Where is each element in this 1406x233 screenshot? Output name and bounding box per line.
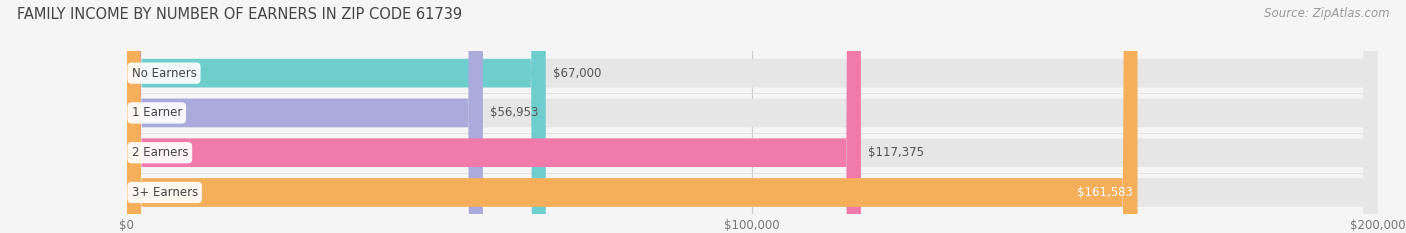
- Text: FAMILY INCOME BY NUMBER OF EARNERS IN ZIP CODE 61739: FAMILY INCOME BY NUMBER OF EARNERS IN ZI…: [17, 7, 463, 22]
- FancyBboxPatch shape: [127, 0, 546, 233]
- Text: 3+ Earners: 3+ Earners: [132, 186, 198, 199]
- FancyBboxPatch shape: [127, 0, 1137, 233]
- FancyBboxPatch shape: [127, 0, 1378, 233]
- Text: No Earners: No Earners: [132, 67, 197, 80]
- Text: $67,000: $67,000: [553, 67, 602, 80]
- FancyBboxPatch shape: [127, 0, 860, 233]
- Text: 1 Earner: 1 Earner: [132, 106, 181, 120]
- Text: $161,583: $161,583: [1077, 186, 1132, 199]
- FancyBboxPatch shape: [127, 0, 1378, 233]
- FancyBboxPatch shape: [127, 0, 1378, 233]
- Text: Source: ZipAtlas.com: Source: ZipAtlas.com: [1264, 7, 1389, 20]
- Text: $56,953: $56,953: [491, 106, 538, 120]
- Text: 2 Earners: 2 Earners: [132, 146, 188, 159]
- FancyBboxPatch shape: [127, 0, 482, 233]
- FancyBboxPatch shape: [127, 0, 1378, 233]
- Text: $117,375: $117,375: [869, 146, 924, 159]
